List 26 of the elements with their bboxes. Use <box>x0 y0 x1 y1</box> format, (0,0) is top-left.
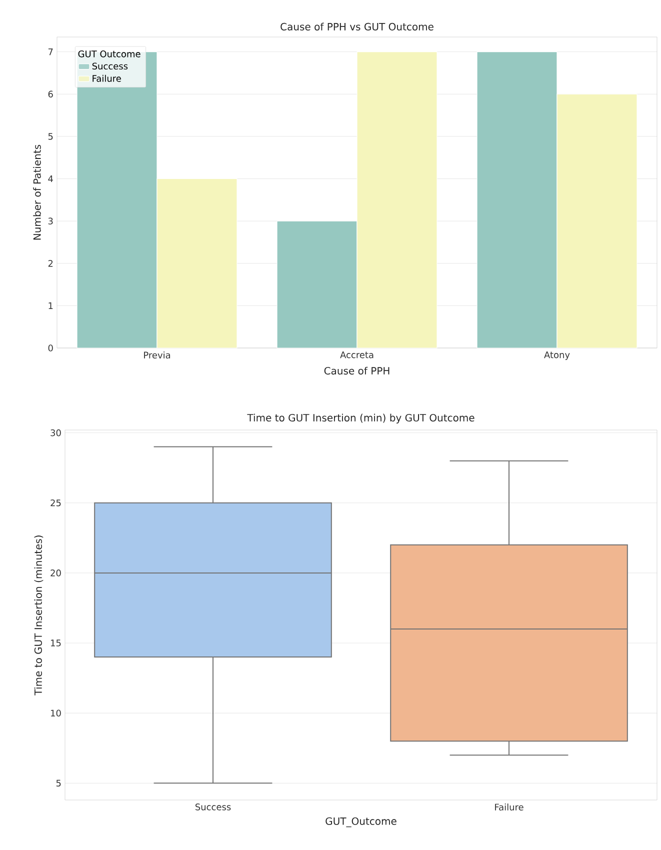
y-tick-label: 7 <box>48 48 53 56</box>
y-tick-label: 15 <box>51 640 61 646</box>
y-tick-label: 0 <box>48 344 53 352</box>
y-tick-label: 30 <box>50 429 61 436</box>
y-tick-label: 1 <box>48 302 53 309</box>
y-axis-title: Time to GUT Insertion (minutes) <box>34 536 44 696</box>
y-tick-label: 10 <box>51 710 61 717</box>
legend-label: Success <box>92 62 128 70</box>
y-tick-label: 5 <box>48 133 53 140</box>
y-tick-label: 6 <box>48 90 53 98</box>
y-tick-label: 4 <box>48 175 53 182</box>
y-tick-label: 20 <box>50 570 61 576</box>
y-tick-label: 25 <box>50 499 61 506</box>
y-axis-title: Number of Patients <box>33 144 41 240</box>
legend-label: Failure <box>92 74 121 82</box>
x-tick-label: Accreta <box>340 352 374 358</box>
y-tick-label: 3 <box>48 218 53 224</box>
x-tick-label: Atony <box>544 352 570 360</box>
y-tick-label: 2 <box>48 260 53 267</box>
legend-title: GUT Outcome <box>78 50 140 58</box>
chart-title: Time to GUT Insertion (min) by GUT Outcome <box>247 414 474 424</box>
y-tick-label: 5 <box>56 780 61 787</box>
x-axis-title: Cause of PPH <box>324 366 390 375</box>
x-tick-label: Previa <box>144 352 170 358</box>
x-axis-title: GUT_Outcome <box>326 817 396 828</box>
chart-title: Cause of PPH vs GUT Outcome <box>280 22 434 30</box>
